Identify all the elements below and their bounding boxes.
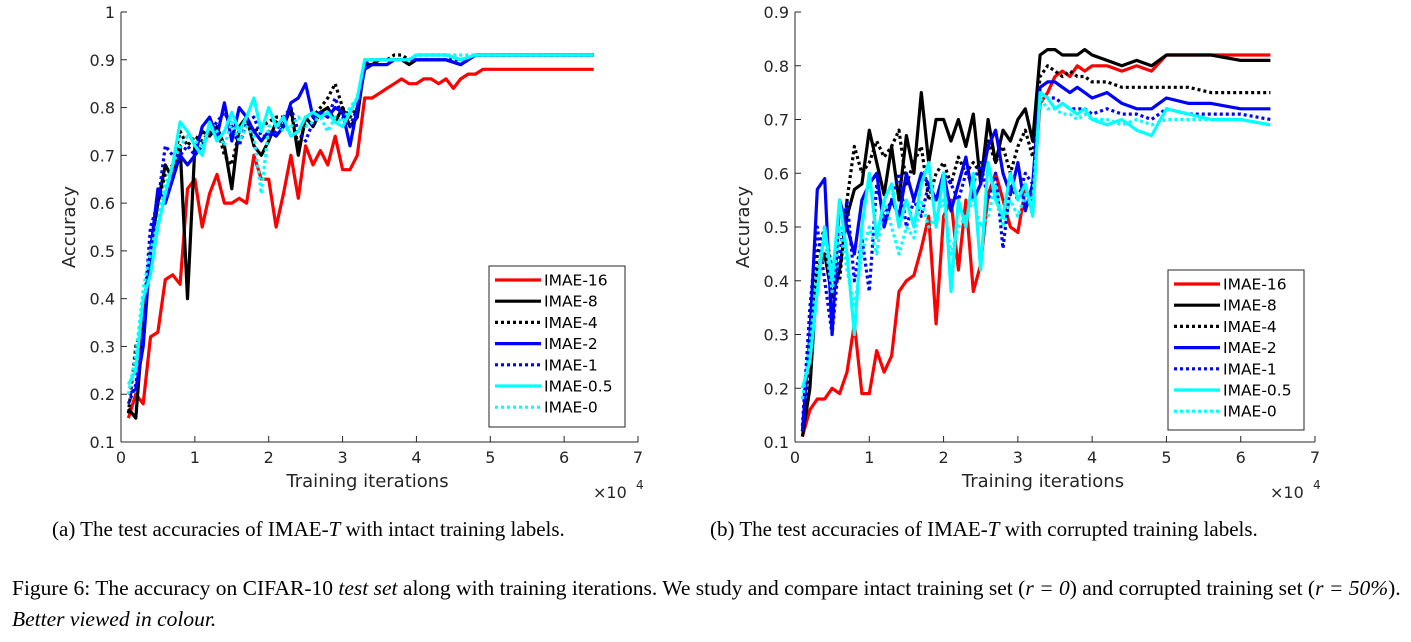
b-x-tick-label: 5	[1161, 448, 1171, 467]
b-series-line-5	[800, 90, 1271, 389]
a-y-tick-label: 0.1	[90, 433, 115, 452]
subcaption-b-var: T	[987, 517, 1000, 541]
b-legend-box	[1167, 269, 1305, 431]
chart-b: 0 1 2 3 4 5 6 7 0.1 0.2 0.3 0.4 0.5 0.6 0.7 0.8 0.9 Train…	[733, 3, 1321, 502]
b-series-group	[800, 47, 1271, 438]
a-series-line-6	[126, 53, 594, 395]
b-series-line-4	[800, 90, 1271, 427]
a-legend-label-1: IMAE-8	[544, 293, 598, 311]
b-x-tick-label: 4	[1087, 448, 1097, 467]
b-y-tick-label: 0.4	[764, 272, 789, 291]
subcaption-a-var: T	[328, 517, 341, 541]
a-legend-label-5: IMAE-0.5	[544, 378, 613, 396]
b-legend-label-5: IMAE-0.5	[1223, 382, 1292, 400]
b-legend-label-2: IMAE-4	[1223, 318, 1277, 336]
b-x-tick-label: 3	[1013, 448, 1023, 467]
b-y-tick-label: 0.8	[764, 57, 789, 76]
a-legend-box	[488, 265, 626, 428]
figure-caption: Figure 6: The accuracy on CIFAR-10 test …	[12, 573, 1407, 635]
a-y-tick-label: 0.8	[90, 99, 115, 118]
b-legend-label-0: IMAE-16	[1223, 276, 1287, 294]
chart-a: 0 1 2 3 4 5 6 7 0.1 0.2 0.3 0.4 0.5 0.6 0.7 0.8 0.9 1 Trai…	[59, 3, 644, 502]
a-legend-label-3: IMAE-2	[544, 335, 598, 353]
subcaption-b-prefix: (b) The test accuracies of IMAE-	[710, 517, 988, 541]
b-x-tick-label: 1	[864, 448, 874, 467]
figure-caption-part2: along with training iterations. We study…	[397, 576, 1026, 600]
b-y-axis-label: Accuracy	[733, 186, 754, 269]
b-legend-label-1: IMAE-8	[1223, 297, 1277, 315]
b-y-tick-label: 0.1	[764, 433, 789, 452]
a-y-tick-label: 0.5	[90, 242, 115, 261]
b-y-tick-label: 0.5	[764, 218, 789, 237]
a-x-tick-label: 6	[559, 448, 569, 467]
figure-caption-part1: Figure 6: The accuracy on CIFAR-10	[12, 576, 339, 600]
a-legend-label-0: IMAE-16	[544, 272, 608, 290]
subcaption-a: (a) The test accuracies of IMAE-T with i…	[52, 517, 565, 542]
a-series-line-0	[126, 67, 594, 419]
b-legend-label-4: IMAE-1	[1223, 360, 1277, 378]
a-y-tick-label: 0.7	[90, 146, 115, 165]
figure-caption-r-corrupted: r = 50%	[1315, 576, 1389, 600]
b-legend-label-3: IMAE-2	[1223, 339, 1277, 357]
a-y-tick-label: 0.4	[90, 290, 115, 309]
b-x-tick-label: 2	[938, 448, 948, 467]
b-y-tick-label: 0.7	[764, 111, 789, 130]
subcaption-b: (b) The test accuracies of IMAE-T with c…	[710, 517, 1258, 542]
a-legend-label-6: IMAE-0	[544, 399, 598, 417]
a-legend-label-2: IMAE-4	[544, 314, 598, 332]
subcaption-a-suffix: with intact training labels.	[340, 517, 565, 541]
a-x-multiplier-exp: 4	[636, 478, 644, 492]
figure-caption-part4: ).	[1388, 576, 1401, 600]
b-legend-label-6: IMAE-0	[1223, 403, 1277, 421]
a-x-multiplier: ×10	[593, 483, 627, 502]
a-x-tick-label: 4	[411, 448, 421, 467]
b-series-line-3	[800, 80, 1271, 432]
a-x-tick-label: 7	[633, 448, 643, 467]
b-y-tick-label: 0.6	[764, 164, 789, 183]
b-x-tick-label: 7	[1310, 448, 1320, 467]
a-x-tick-label: 0	[116, 448, 126, 467]
subcaption-a-prefix: (a) The test accuracies of IMAE-	[52, 517, 329, 541]
a-x-tick-label: 1	[190, 448, 200, 467]
b-x-multiplier-exp: 4	[1313, 478, 1321, 492]
b-y-tick-label: 0.3	[764, 326, 789, 345]
b-y-tick-label: 0.2	[764, 379, 789, 398]
a-x-tick-label: 2	[264, 448, 274, 467]
a-y-tick-label: 0.6	[90, 194, 115, 213]
b-x-axis-label: Training iterations	[961, 471, 1124, 492]
a-x-tick-label: 5	[485, 448, 495, 467]
a-y-tick-label: 0.2	[90, 385, 115, 404]
figure-caption-part3: ) and corrupted training set (	[1069, 576, 1316, 600]
b-series-line-2	[800, 64, 1271, 432]
a-x-tick-label: 3	[337, 448, 347, 467]
b-series-line-6	[800, 96, 1271, 400]
figure-caption-colour-note: Better viewed in colour.	[12, 607, 217, 631]
a-y-tick-label: 0.9	[90, 51, 115, 70]
a-y-axis-label: Accuracy	[59, 186, 80, 269]
a-series-line-4	[126, 53, 594, 405]
subcaption-b-suffix: with corrupted training labels.	[999, 517, 1258, 541]
b-y-tick-label: 0.9	[764, 3, 789, 22]
b-x-multiplier: ×10	[1270, 483, 1304, 502]
figure-caption-test-set: test set	[338, 576, 398, 600]
a-y-tick-label: 0.3	[90, 337, 115, 356]
figure-caption-r-intact: r = 0	[1025, 576, 1070, 600]
b-x-tick-label: 6	[1236, 448, 1246, 467]
a-series-group	[126, 53, 594, 420]
a-y-tick-label: 1	[105, 3, 115, 22]
a-legend-label-4: IMAE-1	[544, 356, 598, 374]
b-x-tick-label: 0	[790, 448, 800, 467]
a-x-axis-label: Training iterations	[285, 471, 448, 492]
